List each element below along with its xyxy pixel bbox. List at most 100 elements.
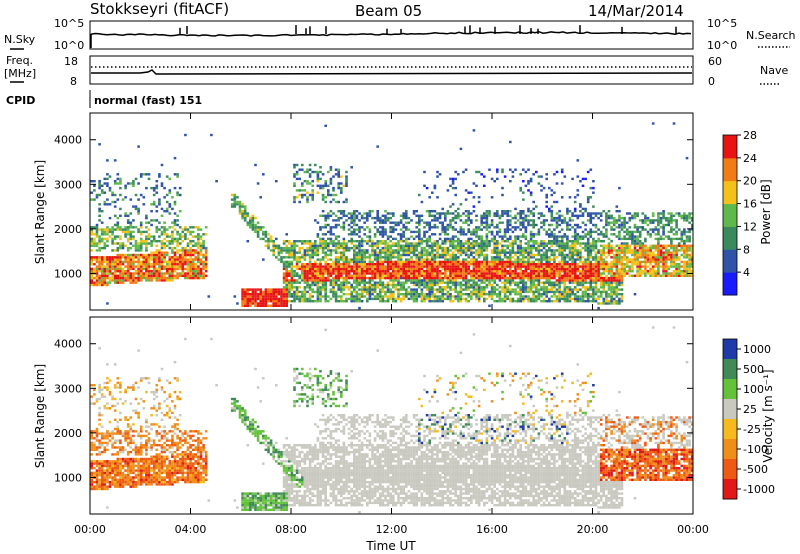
echo-cell <box>425 283 429 287</box>
echo-cell <box>332 212 335 215</box>
echo-cell <box>139 276 143 280</box>
echo-cell <box>457 258 460 261</box>
echo-cell <box>337 184 340 187</box>
echo-cell <box>550 265 554 268</box>
echo-cell <box>407 279 411 282</box>
echo-cell <box>246 295 250 298</box>
echo-cell <box>405 214 408 217</box>
echo-cell <box>106 159 109 162</box>
echo-cell <box>550 300 554 303</box>
echo-cell <box>360 274 364 277</box>
echo-cell <box>238 207 242 211</box>
echo-cell <box>576 214 580 217</box>
echo-cell <box>519 286 522 289</box>
echo-cell <box>332 283 335 287</box>
echo-cell <box>485 279 489 282</box>
echo-cell <box>433 281 437 284</box>
echo-cell <box>467 191 470 194</box>
echo-cell <box>137 212 140 215</box>
echo-cell <box>113 182 117 185</box>
echo-cell <box>308 193 312 197</box>
echo-cell <box>576 256 580 259</box>
echo-cell <box>503 260 507 264</box>
echo-cell <box>581 246 585 250</box>
echo-cell <box>319 240 322 243</box>
echo-cell <box>360 251 364 254</box>
echo-cell <box>522 246 525 250</box>
echo-cell <box>277 297 281 301</box>
echo-cell <box>163 246 166 250</box>
echo-cell <box>586 297 590 301</box>
echo-cell <box>438 263 442 266</box>
echo-cell <box>503 265 507 268</box>
echo-cell <box>259 295 262 298</box>
echo-cell <box>285 251 288 254</box>
echo-cell <box>524 214 528 217</box>
echo-cell <box>581 274 585 277</box>
echo-cell <box>386 272 390 275</box>
echo-cell <box>321 256 325 259</box>
echo-cell <box>347 281 351 284</box>
echo-cell <box>594 226 598 229</box>
echo-cell <box>308 263 312 266</box>
echo-cell <box>418 221 421 224</box>
echo-cell <box>560 235 564 238</box>
echo-cell <box>511 216 515 220</box>
echo-cell <box>298 297 301 301</box>
echo-cell <box>155 276 159 280</box>
echo-cell <box>184 235 187 238</box>
echo-cell <box>589 274 593 277</box>
echo-cell <box>358 212 361 215</box>
echo-cell <box>602 283 606 287</box>
echo-cell <box>132 205 135 208</box>
echo-cell <box>511 300 515 303</box>
echo-cell <box>566 272 569 275</box>
echo-cell <box>262 293 265 296</box>
echo-cell <box>451 267 455 271</box>
echo-cell <box>436 300 439 303</box>
echo-cell <box>581 295 585 298</box>
echo-cell <box>524 184 528 187</box>
echo-cell <box>589 168 593 171</box>
echo-cell <box>599 260 603 264</box>
echo-cell <box>581 256 585 259</box>
echo-cell <box>342 253 346 257</box>
echo-cell <box>345 170 348 174</box>
echo-cell <box>288 279 291 282</box>
echo-cell <box>524 251 528 254</box>
echo-cell <box>503 286 507 289</box>
echo-cell <box>347 233 351 236</box>
echo-cell <box>373 253 377 257</box>
echo-cell <box>139 242 143 245</box>
echo-cell <box>612 302 616 305</box>
echo-cell <box>327 189 330 192</box>
echo-cell <box>189 246 192 250</box>
echo-cell <box>360 253 364 257</box>
echo-cell <box>345 242 348 245</box>
echo-cell <box>464 272 468 275</box>
echo-cell <box>441 242 444 245</box>
echo-cell <box>295 251 299 254</box>
echo-cell <box>381 263 385 266</box>
echo-cell <box>288 293 291 296</box>
echo-cell <box>113 281 117 284</box>
echo-cell <box>319 242 322 245</box>
echo-cell <box>490 270 494 273</box>
echo-cell <box>592 276 595 280</box>
echo-cell <box>446 295 450 298</box>
echo-cell <box>436 260 439 264</box>
echo-cell <box>485 267 489 271</box>
echo-cell <box>592 237 595 241</box>
echo-cell <box>438 300 442 303</box>
echo-cell <box>480 214 483 217</box>
echo-cell <box>316 297 320 301</box>
echo-cell <box>353 246 356 250</box>
echo-cell <box>316 173 320 176</box>
echo-cell <box>483 221 486 224</box>
echo-cell <box>558 288 561 291</box>
echo-cell <box>594 230 598 234</box>
echo-cell <box>329 193 333 197</box>
echo-cell <box>194 226 198 229</box>
echo-cell <box>152 272 156 275</box>
echo-cell <box>433 279 437 282</box>
